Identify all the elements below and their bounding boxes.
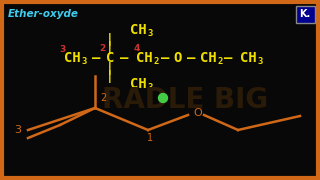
Text: 2: 2 [153, 57, 159, 66]
Text: —: — [224, 51, 232, 65]
Text: O: O [194, 108, 202, 118]
Text: O: O [174, 51, 182, 65]
Text: —: — [92, 51, 100, 65]
Text: CH: CH [64, 51, 80, 65]
Text: 3: 3 [81, 57, 87, 66]
Text: —: — [120, 51, 128, 65]
Text: |: | [106, 62, 114, 75]
Text: 3: 3 [14, 125, 21, 135]
Text: —: — [161, 51, 169, 65]
Text: 1: 1 [147, 133, 153, 143]
Text: 3: 3 [59, 44, 65, 53]
Text: 2: 2 [99, 44, 105, 53]
Text: 3: 3 [147, 82, 153, 91]
Text: CH: CH [200, 51, 216, 65]
Text: 2: 2 [100, 93, 106, 103]
Text: C: C [106, 51, 114, 65]
Text: K.: K. [300, 9, 311, 19]
Text: CH: CH [130, 23, 146, 37]
Text: CH: CH [240, 51, 256, 65]
Text: CH: CH [136, 51, 152, 65]
Text: |: | [106, 40, 114, 53]
Text: CH: CH [130, 77, 146, 91]
Text: |: | [106, 69, 114, 82]
Text: 3: 3 [147, 28, 153, 37]
FancyBboxPatch shape [295, 6, 315, 22]
Text: Ether-oxyde: Ether-oxyde [8, 9, 79, 19]
Text: RADLE BIG: RADLE BIG [102, 86, 268, 114]
Text: 2: 2 [217, 57, 223, 66]
Text: 3: 3 [257, 57, 263, 66]
Text: —: — [187, 51, 195, 65]
Text: 4: 4 [134, 44, 140, 53]
Circle shape [158, 93, 167, 102]
Text: |: | [106, 33, 114, 46]
